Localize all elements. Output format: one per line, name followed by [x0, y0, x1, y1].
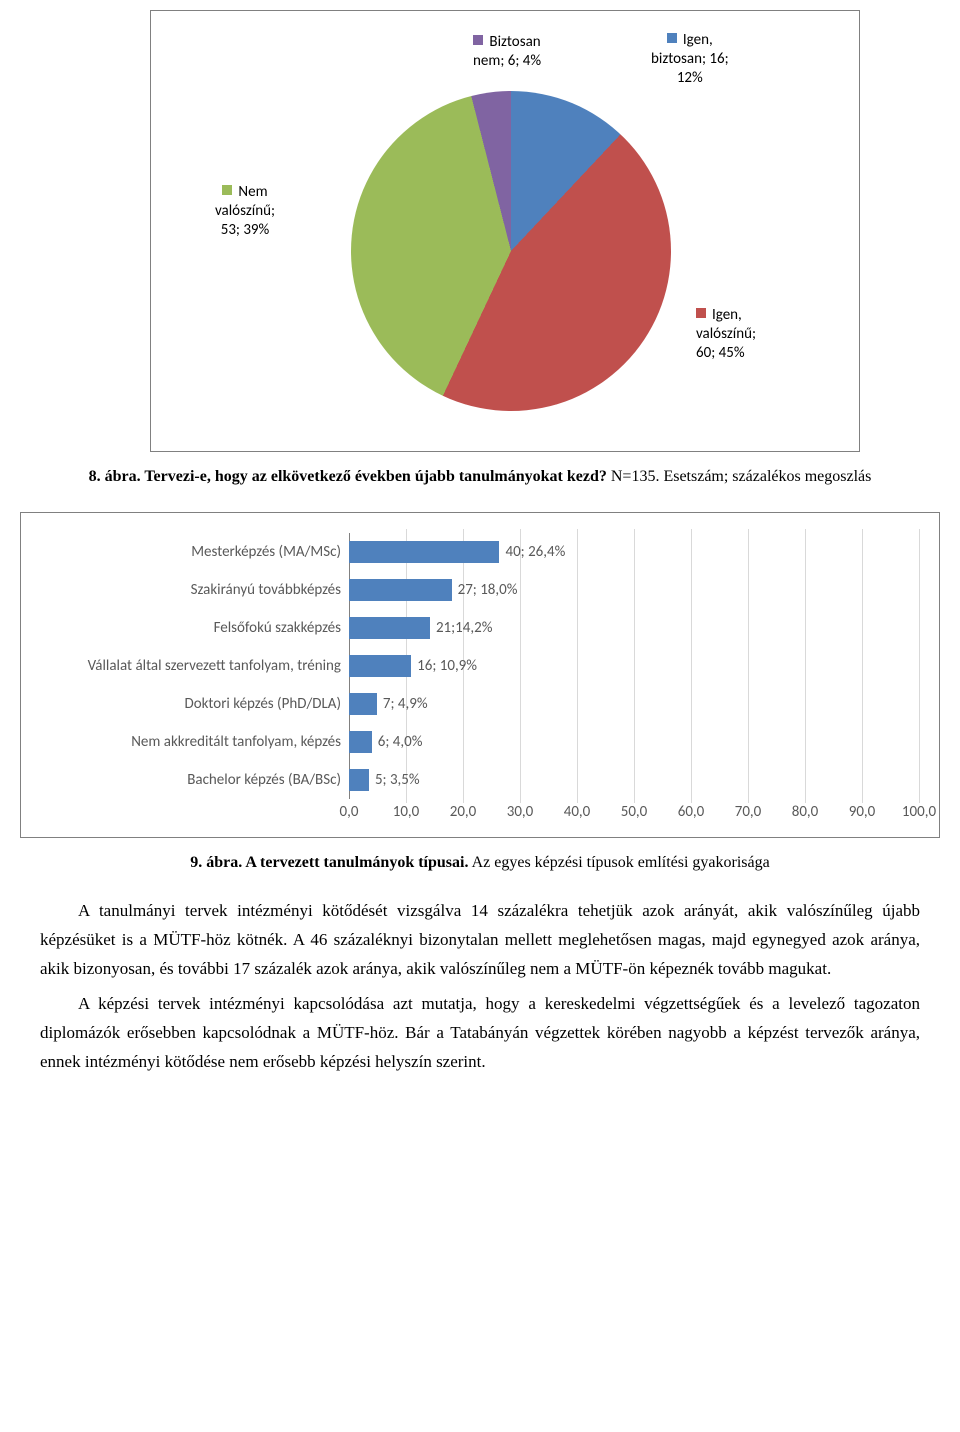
caption-8-bold: 8. ábra. Tervezi-e, hogy az elkövetkező …: [89, 468, 607, 485]
x-tick-label: 70,0: [735, 803, 762, 821]
pie-label: Igen,biztosan; 16;12%: [651, 31, 729, 87]
pie-label: Nemvalószínű;53; 39%: [215, 183, 275, 239]
bar-category-label: Vállalat által szervezett tanfolyam, tré…: [39, 657, 349, 675]
x-tick-label: 20,0: [450, 803, 477, 821]
bar-row: Mesterképzés (MA/MSc) 40; 26,4%: [39, 533, 929, 571]
bar-value-label: 7; 4,9%: [377, 693, 428, 715]
pie-label: Igen,valószínű;60; 45%: [696, 306, 756, 362]
caption-figure-8: 8. ábra. Tervezi-e, hogy az elkövetkező …: [80, 466, 880, 488]
legend-swatch: [473, 35, 483, 45]
bar-plot: 16; 10,9%: [349, 647, 929, 685]
pie-chart-container: Igen,biztosan; 16;12% Igen,valószínű;60; …: [150, 10, 860, 452]
x-tick-label: 10,0: [393, 803, 420, 821]
bar-category-label: Szakirányú továbbképzés: [39, 581, 349, 599]
pie-label: Biztosannem; 6; 4%: [473, 33, 541, 71]
bar-value-label: 16; 10,9%: [411, 655, 477, 677]
bar-row: Vállalat által szervezett tanfolyam, tré…: [39, 647, 929, 685]
x-tick-label: 80,0: [792, 803, 819, 821]
legend-swatch: [667, 33, 677, 43]
bar-value-label: 40; 26,4%: [499, 541, 565, 563]
bar-row: Felsőfokú szakképzés 21;14,2%: [39, 609, 929, 647]
bar: [349, 769, 369, 791]
bar-category-label: Bachelor képzés (BA/BSc): [39, 771, 349, 789]
paragraph-2: A képzési tervek intézményi kapcsolódása…: [40, 990, 920, 1077]
bar-category-label: Felsőfokú szakképzés: [39, 619, 349, 637]
bar-value-label: 5; 3,5%: [369, 769, 420, 791]
bar-value-label: 6; 4,0%: [372, 731, 423, 753]
bar: [349, 731, 372, 753]
x-tick-label: 50,0: [621, 803, 648, 821]
bar-plot: 21;14,2%: [349, 609, 929, 647]
x-tick-label: 90,0: [849, 803, 876, 821]
bar-plot: 5; 3,5%: [349, 761, 929, 799]
x-axis: 0,010,020,030,040,050,060,070,080,090,01…: [39, 803, 929, 823]
bar-value-label: 21;14,2%: [430, 617, 493, 639]
bar-row: Nem akkreditált tanfolyam, képzés 6; 4,0%: [39, 723, 929, 761]
bar-category-label: Nem akkreditált tanfolyam, képzés: [39, 733, 349, 751]
pie-chart-area: Igen,biztosan; 16;12% Igen,valószínű;60; …: [151, 11, 851, 451]
bar: [349, 541, 499, 563]
bar: [349, 655, 411, 677]
x-tick-label: 100,0: [902, 803, 936, 821]
bar-row: Szakirányú továbbképzés 27; 18,0%: [39, 571, 929, 609]
bar-value-label: 27; 18,0%: [452, 579, 518, 601]
paragraph-1: A tanulmányi tervek intézményi kötődését…: [40, 897, 920, 984]
caption-figure-9: 9. ábra. A tervezett tanulmányok típusai…: [80, 852, 880, 874]
bar-plot: 7; 4,9%: [349, 685, 929, 723]
bar-category-label: Doktori képzés (PhD/DLA): [39, 695, 349, 713]
bar-row: Bachelor képzés (BA/BSc) 5; 3,5%: [39, 761, 929, 799]
x-tick-label: 40,0: [564, 803, 591, 821]
bar: [349, 693, 377, 715]
bar-category-label: Mesterképzés (MA/MSc): [39, 543, 349, 561]
bar-row: Doktori képzés (PhD/DLA) 7; 4,9%: [39, 685, 929, 723]
bar-chart: Mesterképzés (MA/MSc) 40; 26,4% Szakirányú…: [39, 533, 929, 823]
caption-9-bold: 9. ábra. A tervezett tanulmányok típusai…: [190, 854, 468, 871]
legend-swatch: [696, 308, 706, 318]
x-tick-label: 60,0: [678, 803, 705, 821]
body-text: A tanulmányi tervek intézményi kötődését…: [40, 897, 920, 1076]
legend-swatch: [222, 185, 232, 195]
pie: [351, 91, 671, 411]
x-tick-label: 0,0: [340, 803, 359, 821]
bar-plot: 6; 4,0%: [349, 723, 929, 761]
bar-plot: 40; 26,4%: [349, 533, 929, 571]
bar-chart-container: Mesterképzés (MA/MSc) 40; 26,4% Szakirányú…: [20, 512, 940, 838]
bar: [349, 617, 430, 639]
bar-plot: 27; 18,0%: [349, 571, 929, 609]
x-tick-label: 30,0: [507, 803, 534, 821]
caption-8-rest: N=135. Esetszám; százalékos megoszlás: [607, 468, 872, 485]
bar: [349, 579, 452, 601]
caption-9-rest: Az egyes képzési típusok említési gyakor…: [468, 854, 769, 871]
